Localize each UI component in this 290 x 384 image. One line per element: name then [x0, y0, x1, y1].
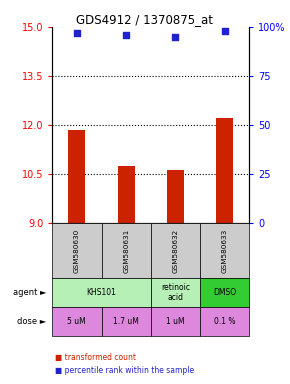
Text: DMSO: DMSO	[213, 288, 236, 297]
Text: GSM580632: GSM580632	[173, 228, 178, 273]
Text: KHS101: KHS101	[86, 288, 117, 297]
Text: ■ percentile rank within the sample: ■ percentile rank within the sample	[55, 366, 194, 375]
Text: GDS4912 / 1370875_at: GDS4912 / 1370875_at	[77, 13, 213, 26]
Text: dose ►: dose ►	[17, 317, 46, 326]
Point	[222, 28, 227, 34]
Text: 5 uM: 5 uM	[68, 317, 86, 326]
Text: GSM580630: GSM580630	[74, 228, 80, 273]
Text: 1 uM: 1 uM	[166, 317, 185, 326]
Text: ■ transformed count: ■ transformed count	[55, 353, 136, 362]
Bar	[68, 130, 86, 223]
Bar	[167, 170, 184, 223]
Point	[173, 34, 178, 40]
Point	[75, 30, 79, 36]
Text: GSM580631: GSM580631	[123, 228, 129, 273]
Text: 0.1 %: 0.1 %	[214, 317, 235, 326]
Text: GSM580633: GSM580633	[222, 228, 228, 273]
Text: retinoic
acid: retinoic acid	[161, 283, 190, 303]
Text: 1.7 uM: 1.7 uM	[113, 317, 139, 326]
Bar	[117, 166, 135, 223]
Point	[124, 31, 128, 38]
Bar	[216, 118, 233, 223]
Text: agent ►: agent ►	[13, 288, 46, 297]
